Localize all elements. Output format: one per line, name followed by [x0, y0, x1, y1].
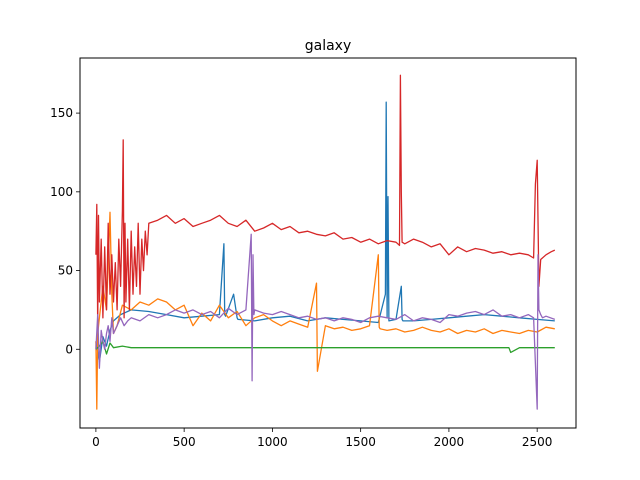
- x-axis: 0 500 1000 1500 2000 2500: [92, 428, 552, 449]
- series-line-2: [95, 211, 555, 410]
- series-line-1: [95, 101, 555, 363]
- y-axis: 0 50 100 150: [50, 106, 80, 356]
- series-group: [95, 74, 556, 410]
- y-tick-label: 0: [65, 342, 73, 356]
- x-tick-label: 0: [92, 435, 100, 449]
- series-line-3: [95, 340, 555, 355]
- x-tick-label: 2500: [522, 435, 553, 449]
- plot-frame: [79, 57, 577, 429]
- y-tick-label: 100: [50, 185, 73, 199]
- x-tick-label: 2000: [434, 435, 465, 449]
- x-tick-label: 500: [173, 435, 196, 449]
- series-line-5: [95, 233, 556, 410]
- y-tick-label: 50: [58, 264, 73, 278]
- y-tick-label: 150: [50, 106, 73, 120]
- x-tick-label: 1000: [257, 435, 288, 449]
- x-tick-label: 1500: [345, 435, 376, 449]
- series-line-4: [95, 74, 556, 327]
- chart-title: galaxy: [305, 38, 352, 54]
